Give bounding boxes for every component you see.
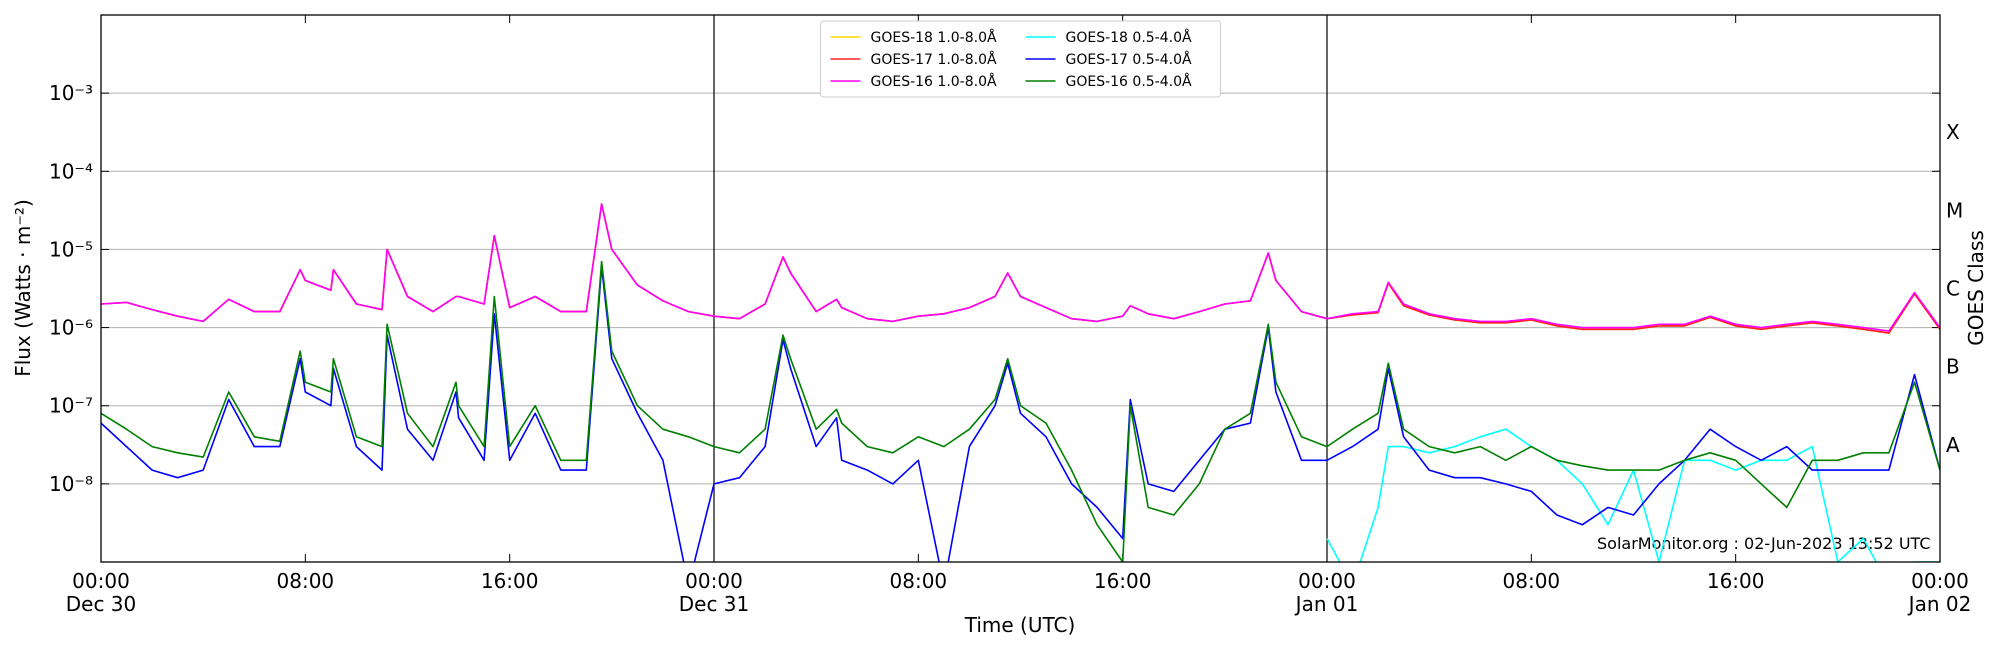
class-label: M bbox=[1946, 198, 1963, 222]
class-label: C bbox=[1946, 277, 1960, 301]
plot-frame bbox=[100, 14, 1941, 563]
x-tick-label: 08:00 bbox=[277, 569, 335, 593]
legend-label: GOES-17 0.5-4.0Å bbox=[1066, 51, 1192, 68]
y-tick-label: 10⁻⁴ bbox=[49, 159, 93, 183]
x-tick-label: 00:00 Jan 02 bbox=[1907, 569, 1972, 616]
class-label: X bbox=[1946, 120, 1960, 144]
class-label: B bbox=[1946, 355, 1960, 379]
legend-label: GOES-16 0.5-4.0Å bbox=[1066, 73, 1192, 90]
y-tick-label: 10⁻⁶ bbox=[49, 316, 93, 340]
x-tick-label: 16:00 bbox=[1707, 569, 1765, 593]
x-tick-label: 08:00 bbox=[890, 569, 948, 593]
y-axis-label: Flux (Watts · m⁻²) bbox=[11, 199, 35, 377]
class-label: A bbox=[1946, 433, 1960, 457]
series-line bbox=[101, 260, 1940, 562]
y-tick-label: 10⁻⁷ bbox=[49, 394, 93, 418]
x-tick-label: 00:00 Jan 01 bbox=[1294, 569, 1359, 616]
y-tick-label: 10⁻³ bbox=[49, 81, 93, 105]
x-tick-label: 16:00 bbox=[1094, 569, 1152, 593]
legend-label: GOES-18 0.5-4.0Å bbox=[1066, 29, 1192, 46]
legend-box bbox=[820, 20, 1221, 98]
annotation: SolarMonitor.org : 02-Jun-2023 13:52 UTC bbox=[1597, 534, 1931, 553]
legend-label: GOES-18 1.0-8.0Å bbox=[871, 29, 997, 46]
plot-area bbox=[101, 203, 1940, 562]
y-tick-label: 10⁻⁸ bbox=[49, 472, 93, 496]
x-tick-label: 00:00 Dec 30 bbox=[66, 569, 137, 616]
y2-axis-label: GOES Class bbox=[1964, 230, 1988, 346]
series-line bbox=[1326, 428, 1940, 562]
x-axis-label: Time (UTC) bbox=[964, 613, 1076, 637]
series-line bbox=[101, 203, 1940, 332]
x-tick-label: 08:00 bbox=[1503, 569, 1561, 593]
x-tick-label: 00:00 Dec 31 bbox=[679, 569, 750, 616]
legend-label: GOES-16 1.0-8.0Å bbox=[871, 73, 997, 90]
legend-label: GOES-17 1.0-8.0Å bbox=[871, 51, 997, 68]
x-tick-label: 16:00 bbox=[481, 569, 539, 593]
y-tick-label: 10⁻⁵ bbox=[49, 237, 93, 261]
